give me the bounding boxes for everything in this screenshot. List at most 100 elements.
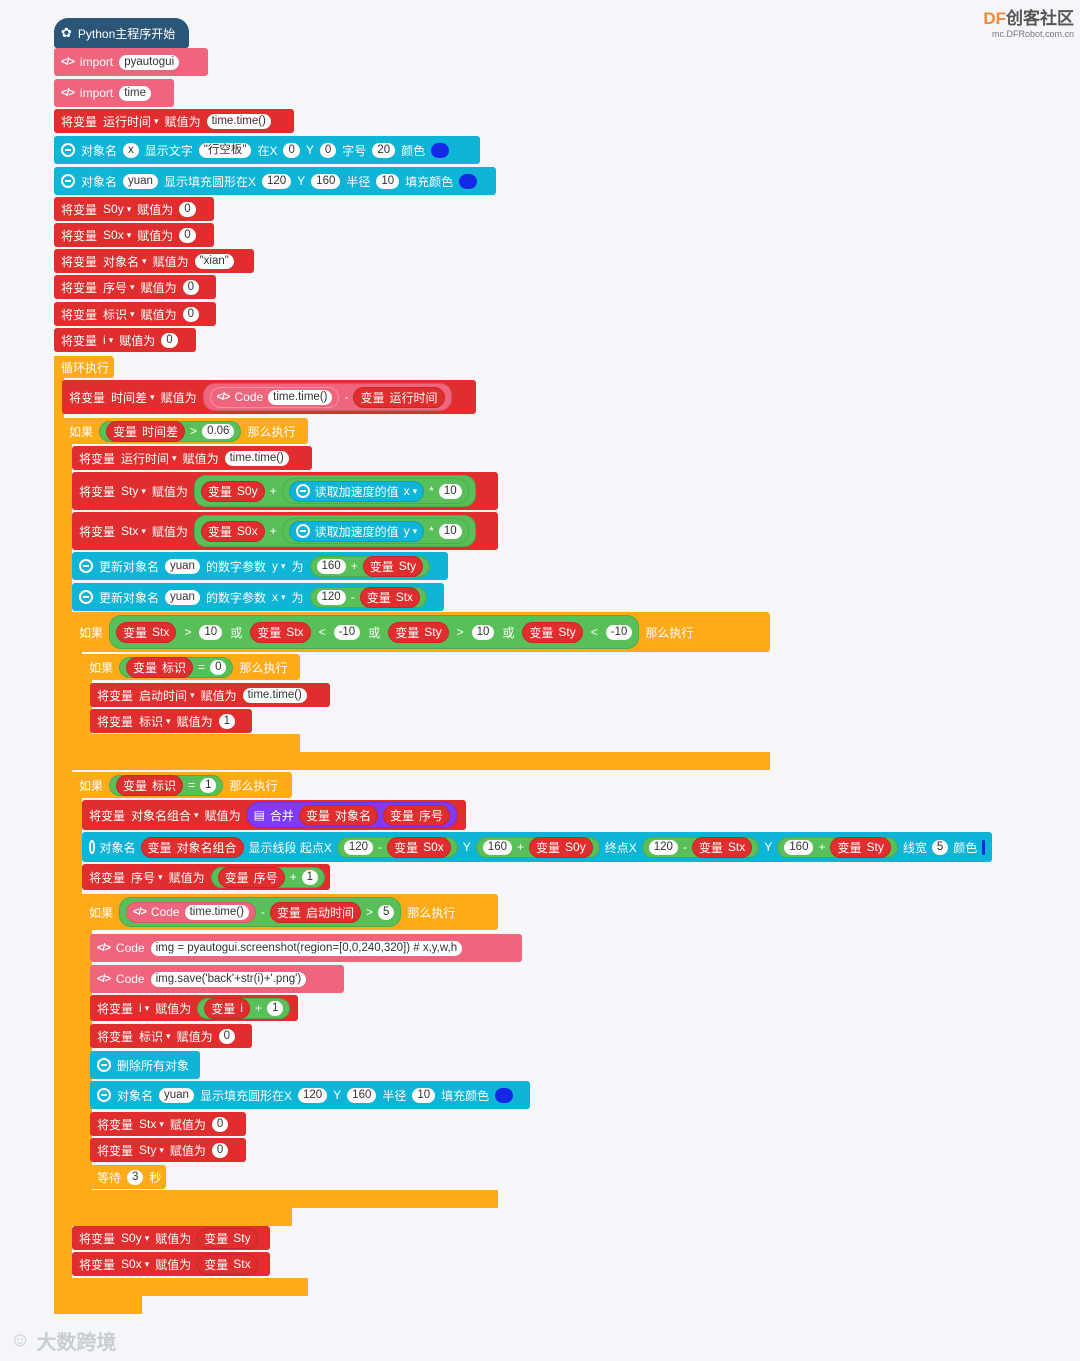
show-circle-inner-block[interactable]: 对象名 yuan 显示填充圆形在X 120 Y 160 半径 10 填充颜色 bbox=[90, 1081, 530, 1109]
variable-dropdown[interactable]: 序号 bbox=[103, 279, 135, 296]
code-chip[interactable]: </> Code time.time() bbox=[126, 901, 256, 923]
base-field[interactable]: 120 bbox=[316, 589, 346, 605]
variable-dropdown[interactable]: i bbox=[139, 1001, 149, 1015]
set-sty-block[interactable]: 将变量 Sty 赋值为 变量 S0y + 读取加速度的值 x * 10 bbox=[72, 472, 498, 510]
obj-name-field[interactable]: yuan bbox=[159, 1087, 194, 1103]
compare-expression[interactable]: 变量 时间差 > 0.06 bbox=[99, 420, 242, 442]
obj-name-field[interactable]: yuan bbox=[165, 558, 200, 574]
variable-dropdown[interactable]: Sty bbox=[121, 484, 146, 498]
if-timediff-block[interactable]: 如果 变量 时间差 > 0.06 那么执行 bbox=[62, 418, 308, 444]
var-seq-chip[interactable]: 变量 序号 bbox=[217, 866, 285, 888]
increment-field[interactable]: 1 bbox=[266, 1000, 284, 1016]
base-field[interactable]: 120 bbox=[648, 839, 678, 855]
compare-expression[interactable]: 变量 标识 = 0 bbox=[119, 656, 234, 678]
subtract-expression[interactable]: </> Code time.time() - 变量 运行时间 bbox=[202, 383, 452, 411]
import-module-field[interactable]: pyautogui bbox=[119, 54, 180, 70]
var-s0x-chip[interactable]: 变量 S0x bbox=[200, 520, 265, 542]
loop-block[interactable]: 循环执行 bbox=[54, 356, 114, 378]
value-field[interactable]: 0 bbox=[179, 227, 196, 243]
x-field[interactable]: 0 bbox=[283, 142, 300, 158]
add-expression[interactable]: 变量 S0x + 读取加速度的值 y * 10 bbox=[193, 515, 476, 547]
variable-dropdown[interactable]: 标识 bbox=[139, 1028, 171, 1045]
threshold-field[interactable]: 5 bbox=[377, 904, 395, 920]
add-expression[interactable]: 160 + 变量 Sty bbox=[309, 555, 431, 577]
threshold-field[interactable]: 0.06 bbox=[202, 423, 235, 439]
set-s0y-block[interactable]: 将变量 S0y 赋值为 0 bbox=[54, 197, 214, 221]
python-main-start-hat[interactable]: ✿ Python主程序开始 bbox=[54, 18, 189, 48]
add-expression[interactable]: 变量 S0y + 读取加速度的值 x * 10 bbox=[193, 475, 476, 507]
wait-block[interactable]: 等待 3 秒 bbox=[90, 1165, 166, 1189]
set-runtime-block[interactable]: 将变量 运行时间 赋值为 time.time() bbox=[54, 109, 294, 133]
variable-dropdown[interactable]: Stx bbox=[121, 524, 146, 538]
var-i-chip[interactable]: 变量 i bbox=[204, 997, 250, 1019]
obj-name-field[interactable]: yuan bbox=[165, 589, 200, 605]
factor-field[interactable]: 10 bbox=[438, 523, 462, 539]
code-screenshot-block[interactable]: </> Code img = pyautogui.screenshot(regi… bbox=[90, 934, 522, 962]
set-stx-block[interactable]: 将变量 Stx 赋值为 变量 S0x + 读取加速度的值 y * 10 bbox=[72, 512, 498, 550]
read-accel-chip[interactable]: 读取加速度的值 y bbox=[288, 520, 425, 542]
var-sty-chip[interactable]: 变量 Sty bbox=[522, 621, 583, 643]
variable-dropdown[interactable]: 序号 bbox=[131, 869, 163, 886]
var-objname-chip[interactable]: 变量 对象名 bbox=[298, 804, 378, 826]
var-flag-chip[interactable]: 变量 标识 bbox=[116, 774, 184, 796]
set-starttime-block[interactable]: 将变量 启动时间 赋值为 time.time() bbox=[90, 683, 330, 707]
variable-dropdown[interactable]: 运行时间 bbox=[121, 450, 177, 467]
code-field[interactable]: time.time() bbox=[268, 389, 333, 405]
increment-field[interactable]: 1 bbox=[301, 869, 319, 885]
radius-field[interactable]: 10 bbox=[412, 1087, 436, 1103]
code-chip[interactable]: </> Code time.time() bbox=[209, 386, 340, 408]
compare-expression[interactable]: </> Code time.time() - 变量 启动时间 > 5 bbox=[119, 897, 402, 927]
update-obj-y-block[interactable]: 更新对象名 yuan 的数字参数 y 为 160 + 变量 Sty bbox=[72, 552, 448, 580]
color-swatch[interactable] bbox=[982, 839, 985, 855]
multiply-expression[interactable]: 读取加速度的值 y * 10 bbox=[281, 518, 469, 544]
var-timediff-chip[interactable]: 变量 时间差 bbox=[106, 420, 186, 442]
threshold-field[interactable]: 10 bbox=[471, 624, 495, 640]
color-swatch[interactable] bbox=[459, 173, 478, 189]
set-flag-reset-block[interactable]: 将变量 标识 赋值为 0 bbox=[90, 1024, 252, 1048]
variable-dropdown[interactable]: S0y bbox=[103, 202, 131, 216]
value-field[interactable]: 1 bbox=[218, 713, 235, 729]
value-field[interactable]: 0 bbox=[218, 1028, 235, 1044]
if-movement-block[interactable]: 如果 变量 Stx > 10 或 变量 Stx < -10 或 变量 Sty > 10… bbox=[72, 612, 770, 652]
var-stx-chip[interactable]: 变量 Stx bbox=[116, 621, 177, 643]
set-s0x-block[interactable]: 将变量 S0x 赋值为 0 bbox=[54, 223, 214, 247]
compare-expression[interactable]: 变量 标识 = 1 bbox=[109, 774, 224, 796]
line-width-field[interactable]: 5 bbox=[931, 839, 949, 855]
axis-dropdown[interactable]: y bbox=[404, 524, 418, 538]
x-field[interactable]: 120 bbox=[297, 1087, 328, 1103]
value-field[interactable]: 0 bbox=[179, 201, 196, 217]
y-field[interactable]: 160 bbox=[347, 1087, 377, 1103]
set-s0x-final-block[interactable]: 将变量 S0x 赋值为 变量 Stx bbox=[72, 1252, 270, 1276]
threshold-field[interactable]: 10 bbox=[199, 624, 223, 640]
set-i-block[interactable]: 将变量 i 赋值为 0 bbox=[54, 328, 196, 352]
set-seq-block[interactable]: 将变量 序号 赋值为 0 bbox=[54, 275, 216, 299]
text-field[interactable]: "行空板" bbox=[198, 142, 252, 158]
if-flag-zero-block[interactable]: 如果 变量 标识 = 0 那么执行 bbox=[82, 654, 300, 680]
import-module-field[interactable]: time bbox=[119, 85, 151, 101]
set-sty-reset-block[interactable]: 将变量 Sty 赋值为 0 bbox=[90, 1138, 246, 1162]
font-size-field[interactable]: 20 bbox=[372, 142, 396, 158]
variable-dropdown[interactable]: 启动时间 bbox=[139, 687, 195, 704]
wait-seconds-field[interactable]: 3 bbox=[127, 1169, 144, 1185]
obj-name-field[interactable]: yuan bbox=[123, 173, 158, 189]
show-text-block[interactable]: 对象名 x 显示文字 "行空板" 在X 0 Y 0 字号 20 颜色 bbox=[54, 136, 480, 164]
variable-dropdown[interactable]: 对象名组合 bbox=[131, 807, 199, 824]
variable-dropdown[interactable]: 运行时间 bbox=[103, 113, 159, 130]
end-y-expression[interactable]: 160 + 变量 Sty bbox=[777, 836, 898, 858]
var-seq-chip[interactable]: 变量 序号 bbox=[382, 804, 450, 826]
variable-dropdown[interactable]: i bbox=[103, 333, 113, 347]
set-flag-block[interactable]: 将变量 标识 赋值为 0 bbox=[54, 302, 216, 326]
compare-field[interactable]: 1 bbox=[200, 777, 217, 793]
var-s0y-chip[interactable]: 变量 S0y bbox=[200, 480, 265, 502]
y-field[interactable]: 160 bbox=[311, 173, 341, 189]
threshold-field[interactable]: -10 bbox=[333, 624, 361, 640]
show-line-block[interactable]: 对象名 变量 对象名组合 显示线段 起点X 120 - 变量 S0x Y 160 +… bbox=[82, 832, 992, 862]
var-sty-chip[interactable]: 变量 Sty bbox=[388, 621, 449, 643]
set-s0y-final-block[interactable]: 将变量 S0y 赋值为 变量 Sty bbox=[72, 1226, 270, 1250]
value-field[interactable]: 0 bbox=[182, 279, 199, 295]
variable-dropdown[interactable]: Sty bbox=[139, 1143, 164, 1157]
y-field[interactable]: 0 bbox=[319, 142, 337, 158]
var-flag-chip[interactable]: 变量 标识 bbox=[126, 656, 194, 678]
